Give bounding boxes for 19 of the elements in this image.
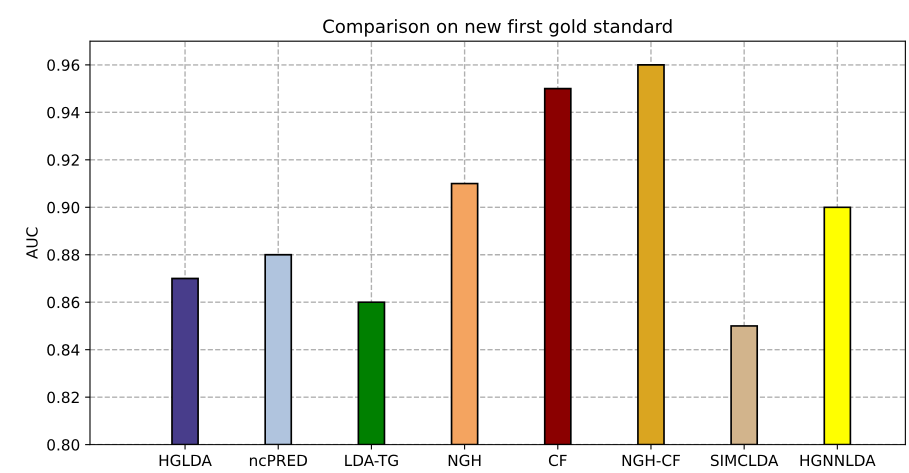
x-tick-label: ncPRED xyxy=(250,454,307,466)
y-tick-label: 0.86 xyxy=(47,296,80,308)
y-tick-label: 0.80 xyxy=(47,439,80,451)
y-tick-label: 0.96 xyxy=(47,59,80,71)
y-tick-label: 0.90 xyxy=(47,202,80,214)
x-tick-label: SIMCLDA xyxy=(710,454,778,466)
x-tick-label: NGH-CF xyxy=(622,454,680,466)
x-tick-label: LDA-TG xyxy=(345,454,398,466)
y-tick-label: 0.92 xyxy=(47,154,79,166)
chart-title: Comparison on new first gold standard xyxy=(323,19,672,37)
y-tick-label: 0.84 xyxy=(47,344,80,356)
y-tick-label: 0.88 xyxy=(47,249,80,261)
x-tick-label: HGLDA xyxy=(160,454,212,466)
y-tick-label: 0.94 xyxy=(47,106,80,118)
x-tick-label: HGNNLDA xyxy=(800,454,876,466)
y-axis-title: AUC xyxy=(26,228,38,259)
x-tick-label: CF xyxy=(548,454,567,466)
x-tick-label: NGH xyxy=(448,454,480,466)
y-tick-label: 0.82 xyxy=(47,392,79,404)
